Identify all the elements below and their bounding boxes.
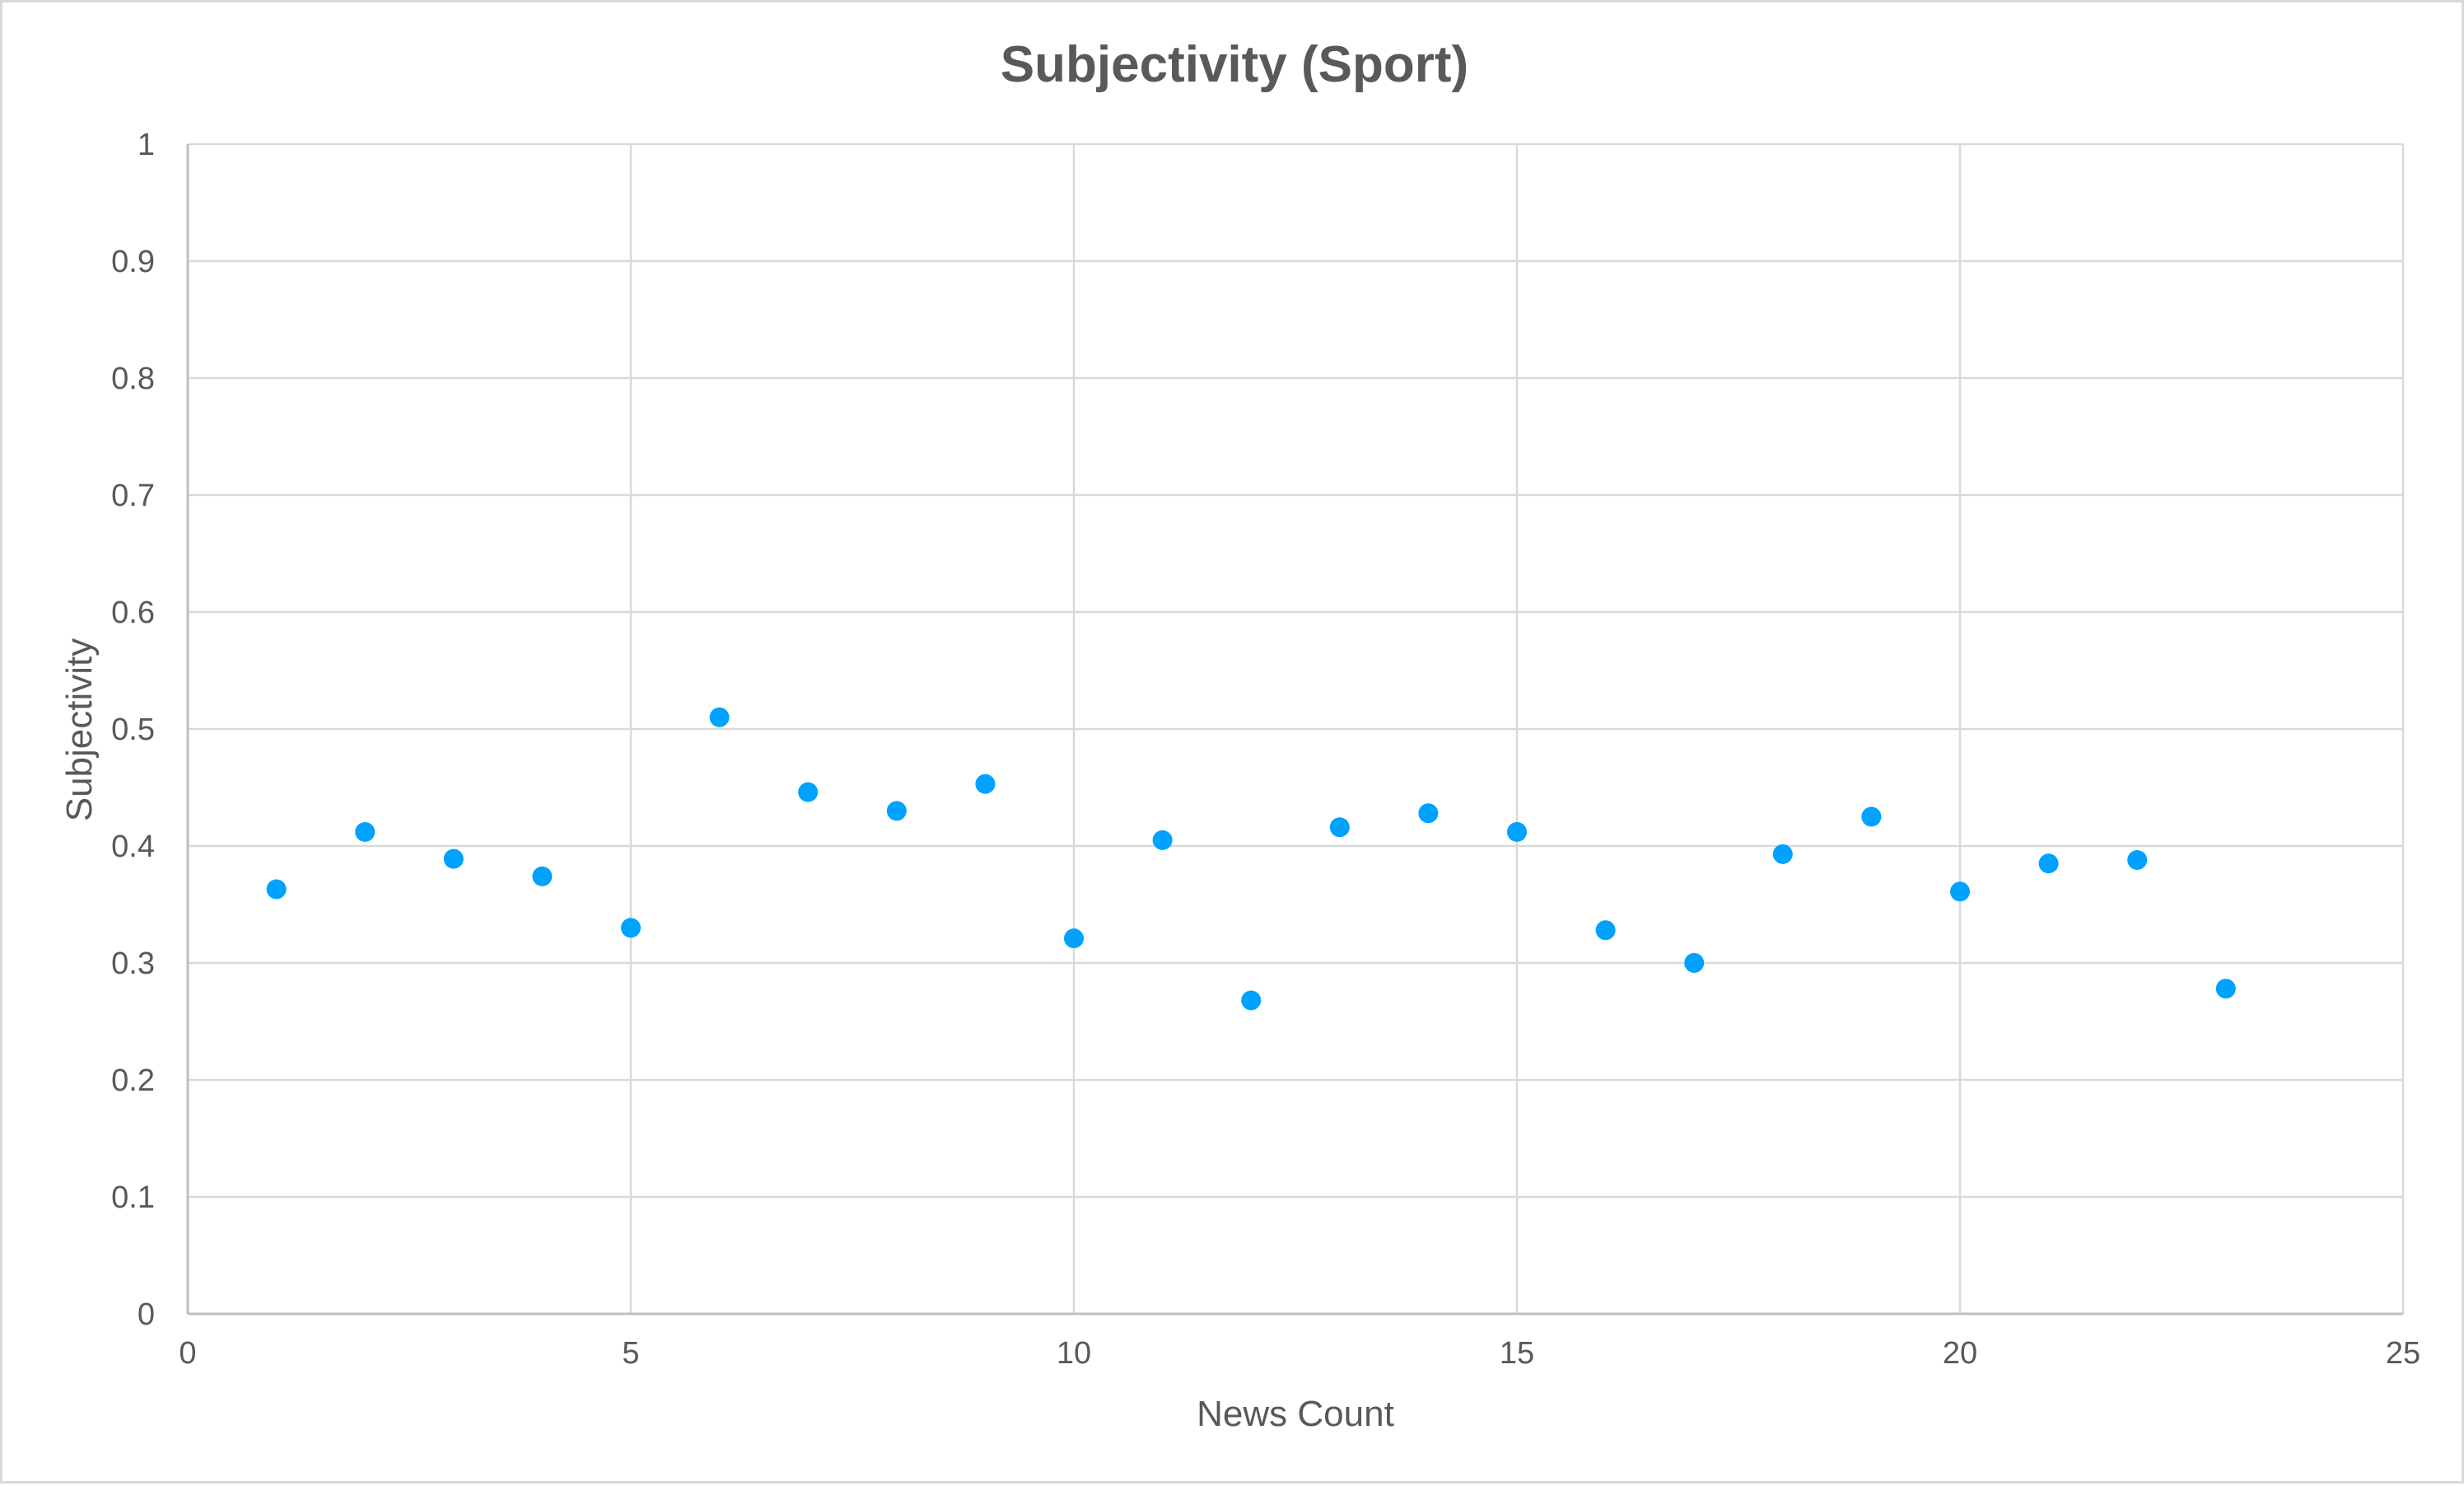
data-point <box>1950 881 1970 902</box>
y-tick-label: 0.1 <box>111 1180 155 1215</box>
data-point <box>1861 806 1882 827</box>
gridlines <box>188 143 2405 1314</box>
data-point <box>1595 920 1616 941</box>
data-point <box>532 866 553 886</box>
data-point <box>886 801 907 821</box>
data-point <box>2127 850 2148 871</box>
y-tick-label: 0.4 <box>111 829 155 864</box>
y-tick-label: 0.6 <box>111 596 155 630</box>
x-tick-label: 25 <box>2386 1336 2420 1371</box>
x-tick-label: 10 <box>1057 1336 1091 1371</box>
data-point <box>1772 843 1793 864</box>
x-tick-label: 20 <box>1943 1336 1977 1371</box>
tick-labels: 00.10.20.30.40.50.60.70.80.910 5 10 15 20 25 <box>111 128 2420 1371</box>
axes <box>186 144 2403 1315</box>
data-point <box>355 821 376 842</box>
data-point <box>798 782 819 802</box>
data-point <box>621 918 641 938</box>
y-tick-label: 0.3 <box>111 946 155 981</box>
chart-title: Subjectivity (Sport) <box>1001 36 1468 93</box>
y-tick-label: 0 <box>138 1297 155 1332</box>
y-axis-title: Subjectivity <box>59 638 100 822</box>
data-point <box>443 848 464 869</box>
y-tick-label: 0.9 <box>111 245 155 279</box>
data-point <box>1152 829 1173 850</box>
y-tick-label: 1 <box>138 128 155 162</box>
data-point <box>2215 979 2236 999</box>
x-axis-title: News Count <box>1197 1394 1394 1434</box>
data-point <box>1329 817 1350 838</box>
data-points <box>266 707 2236 1011</box>
data-point <box>1507 821 1527 842</box>
y-tick-label: 0.8 <box>111 362 155 396</box>
data-point <box>1684 953 1705 973</box>
y-tick-label: 0.7 <box>111 479 155 513</box>
data-point <box>266 879 287 900</box>
x-tick-label: 15 <box>1500 1336 1534 1371</box>
x-tick-label: 0 <box>179 1336 196 1371</box>
x-tick-label: 5 <box>622 1336 639 1371</box>
data-point <box>1064 928 1084 949</box>
data-point <box>975 773 996 794</box>
data-point <box>709 707 730 727</box>
data-point <box>1418 803 1439 824</box>
y-tick-label: 0.2 <box>111 1063 155 1098</box>
data-point <box>1241 990 1262 1011</box>
y-tick-label: 0.5 <box>111 713 155 747</box>
data-point <box>2038 853 2059 874</box>
